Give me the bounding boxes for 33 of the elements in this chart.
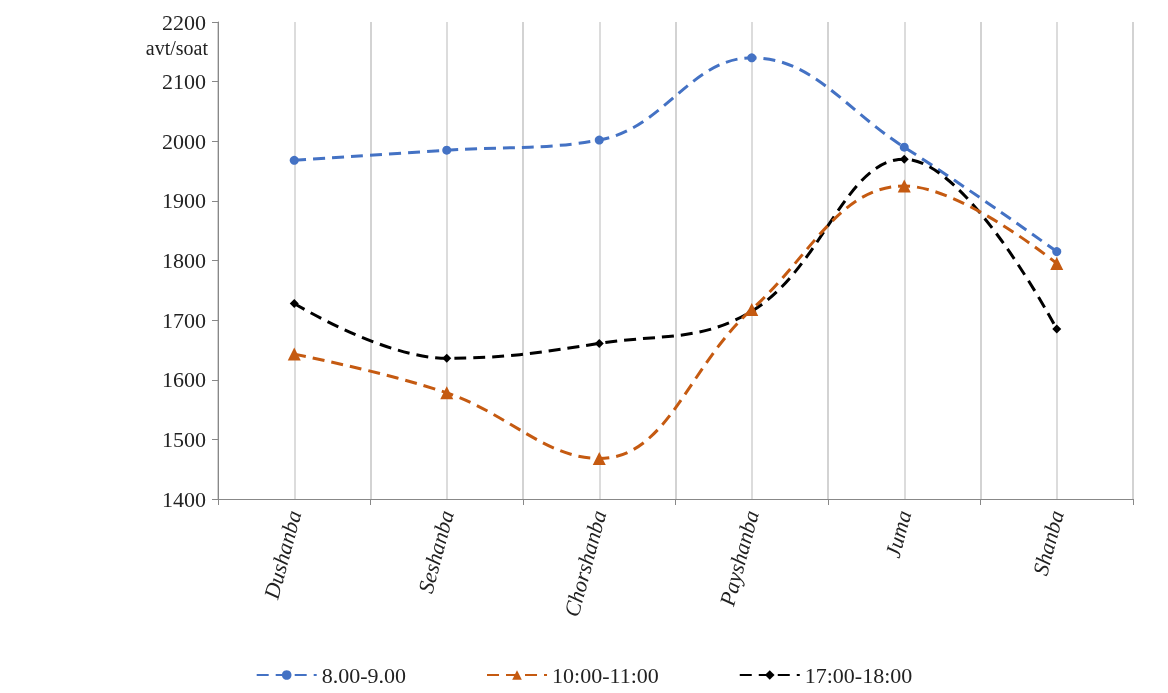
y-axis-title: avt/soat [145,37,209,59]
y-tick-label: 1800 [162,248,206,273]
legend-label: 10:00-11:00 [552,662,659,688]
x-tick-label: Seshanba [412,507,459,596]
point [594,135,604,145]
point [287,347,301,361]
point [594,338,604,348]
legend-label: 8.00-9.00 [321,662,407,688]
point [440,386,454,400]
y-tick-label: 2200 [162,9,206,35]
legend-label: 17:00-18:00 [804,662,913,688]
point [1052,324,1062,334]
point [442,145,452,155]
point [745,302,759,316]
point [747,53,757,63]
point [897,179,911,193]
x-tick-label: Dushanba [258,507,307,603]
point [1050,256,1064,270]
y-tick-label: 1600 [162,367,206,393]
y-tick-label: 2100 [162,69,206,95]
point [442,353,452,363]
point [899,142,909,152]
x-tick-label: Juma [879,507,917,561]
y-tick-label: 1500 [162,426,206,452]
point [289,298,299,308]
point [1052,247,1062,257]
y-tick-label: 1400 [162,486,206,512]
point [289,155,299,165]
y-tick-label: 1700 [162,307,206,333]
point [592,451,606,465]
y-tick-label: 2000 [162,128,206,154]
x-tick-label: Shanba [1027,507,1069,578]
y-tick-label: 1900 [162,188,206,214]
